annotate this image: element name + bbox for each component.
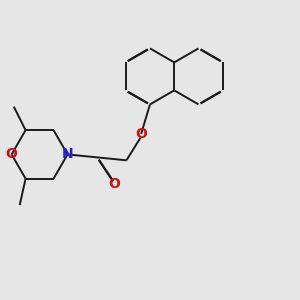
Text: O: O [109,177,121,191]
Text: N: N [62,147,74,161]
Text: O: O [135,127,147,141]
Text: O: O [6,147,17,161]
